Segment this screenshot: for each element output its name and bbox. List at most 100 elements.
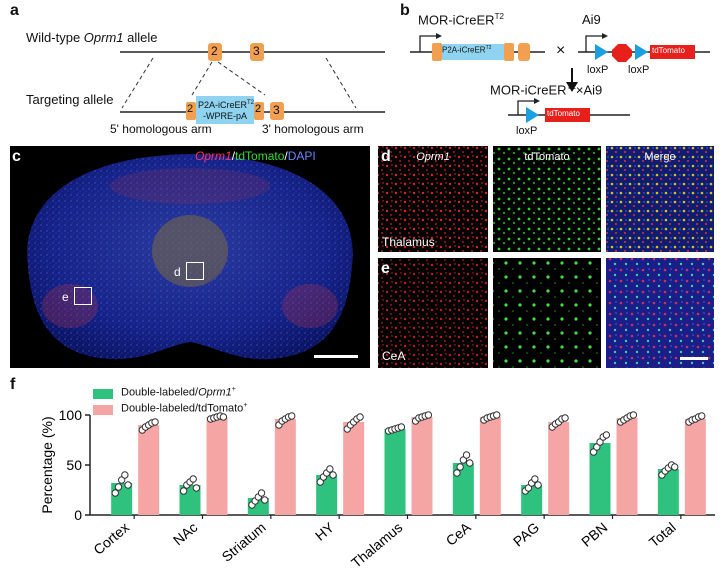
data-point xyxy=(219,413,228,421)
wt-exon-2-label: 2 xyxy=(211,44,218,58)
bar-green xyxy=(657,469,679,515)
legend-swatch-pink xyxy=(93,405,113,415)
data-point xyxy=(424,411,433,419)
data-point xyxy=(111,489,119,497)
result-label: MOR-iCreERT2×Ai9 xyxy=(490,82,603,98)
panel-b-letter: b xyxy=(400,2,410,19)
de-scale-bar xyxy=(680,357,708,360)
arm5-label: 5' homologous arm xyxy=(110,122,212,136)
bar-pink xyxy=(411,417,433,515)
b-loxp-3-label: loxP xyxy=(516,125,538,137)
row-d-label: Thalamus xyxy=(382,235,435,249)
cassette-label: P2A-iCreERT2 -WPRE-pA xyxy=(198,100,255,121)
y-axis-label: Percentage (%) xyxy=(39,416,55,513)
mouse-cross-diagram xyxy=(410,33,710,123)
region-box-e[interactable] xyxy=(74,287,92,305)
panel-f-letter: f xyxy=(10,376,16,393)
legend-green-label: Double-labeled/Oprm1+ xyxy=(121,386,236,399)
panel-d-letter: d xyxy=(381,148,391,165)
data-point xyxy=(493,411,501,419)
bar-pink xyxy=(684,419,706,515)
y-tick-label: 100 xyxy=(59,407,83,423)
arm3-label: 3' homologous arm xyxy=(262,122,364,136)
x-tick-label: Cortex xyxy=(90,519,132,558)
data-point xyxy=(192,484,201,492)
data-point xyxy=(356,413,364,421)
loxp-3-icon xyxy=(526,107,539,123)
data-point xyxy=(189,475,197,483)
tg-exon-3-label: 3 xyxy=(273,103,280,117)
data-point xyxy=(179,487,188,495)
scale-bar xyxy=(314,355,358,358)
col-header-oprm1: Oprm1 xyxy=(416,151,450,163)
loxp-2-icon xyxy=(635,44,648,60)
panel-c-letter: c xyxy=(12,148,21,165)
data-point xyxy=(602,431,611,439)
data-point xyxy=(629,411,638,419)
bar-green xyxy=(589,443,611,515)
brain-section-image xyxy=(27,154,353,360)
b-tdtomato-label-1: tdTomato xyxy=(652,46,685,55)
panel-a-letter: a xyxy=(10,2,19,19)
data-point xyxy=(698,412,706,420)
loxp-1-icon xyxy=(595,44,608,60)
bar-pink xyxy=(616,418,638,515)
data-point xyxy=(453,469,461,477)
bar-pink xyxy=(274,419,296,515)
data-point xyxy=(329,471,337,479)
tg-exon-2a-label: 2 xyxy=(187,103,194,115)
x-tick-label: PAG xyxy=(510,519,542,550)
data-point xyxy=(671,463,679,471)
x-tick-label: Striatum xyxy=(219,519,269,565)
y-tick-label: 0 xyxy=(74,507,82,523)
data-point xyxy=(326,465,334,473)
region-box-e-label: e xyxy=(62,290,69,304)
data-point xyxy=(462,451,471,459)
wt-exon-2 xyxy=(208,43,222,61)
x-tick-label: PBN xyxy=(578,519,610,550)
legend-swatch-green xyxy=(93,389,113,399)
bar-pink xyxy=(206,417,228,515)
bar-pink xyxy=(479,417,501,515)
ai9-label: Ai9 xyxy=(582,12,601,27)
y-tick-label: 50 xyxy=(66,457,82,473)
row-e-label: CeA xyxy=(382,349,406,363)
wt-exon-3-label: 3 xyxy=(253,44,260,58)
data-point xyxy=(531,475,539,483)
x-tick-label: CeA xyxy=(443,519,475,549)
data-point xyxy=(534,481,542,489)
data-point xyxy=(288,412,296,420)
wt-exon-3 xyxy=(250,43,264,61)
data-point xyxy=(257,489,266,497)
x-tick-label: HY xyxy=(312,519,338,544)
col-header-tdtomato: tdTomato xyxy=(524,151,570,163)
b-loxp-1-label: loxP xyxy=(587,64,609,76)
x-tick-label: Thalamus xyxy=(348,519,405,571)
x-tick-label: NAc xyxy=(170,519,201,548)
micrograph-grid xyxy=(378,146,714,368)
bar-pink xyxy=(548,422,570,515)
b-loxp-2-label: loxP xyxy=(628,64,650,76)
data-point xyxy=(114,483,123,491)
b-tdtomato-label-2: tdTomato xyxy=(547,109,580,118)
data-point xyxy=(397,423,406,431)
bar-pink xyxy=(138,425,160,515)
wildtype-allele-label: Wild-type Oprm1 allele xyxy=(26,30,158,45)
targeting-allele-label: Targeting allele xyxy=(26,92,114,107)
col-header-merge: Merge xyxy=(644,151,676,163)
data-point xyxy=(261,496,269,504)
data-point xyxy=(121,471,129,479)
tg-exon-2b-label: 2 xyxy=(255,103,262,115)
region-box-d[interactable] xyxy=(186,262,204,280)
region-box-d-label: d xyxy=(174,265,181,279)
cassette-box xyxy=(196,96,254,124)
mor-icreer-label: MOR-iCreERT2 xyxy=(418,12,504,28)
cross-symbol: × xyxy=(556,42,566,59)
x-tick-label: Total xyxy=(646,519,679,550)
b-cassette-label: P2A-iCreERT2 xyxy=(442,45,492,55)
panel-c-legend: Oprm1/tdTomato/DAPI xyxy=(195,149,316,163)
panel-c-brain-section: c Oprm1/tdTomato/DAPI d e xyxy=(10,146,370,368)
stop-icon xyxy=(612,44,632,62)
data-point xyxy=(561,414,569,422)
